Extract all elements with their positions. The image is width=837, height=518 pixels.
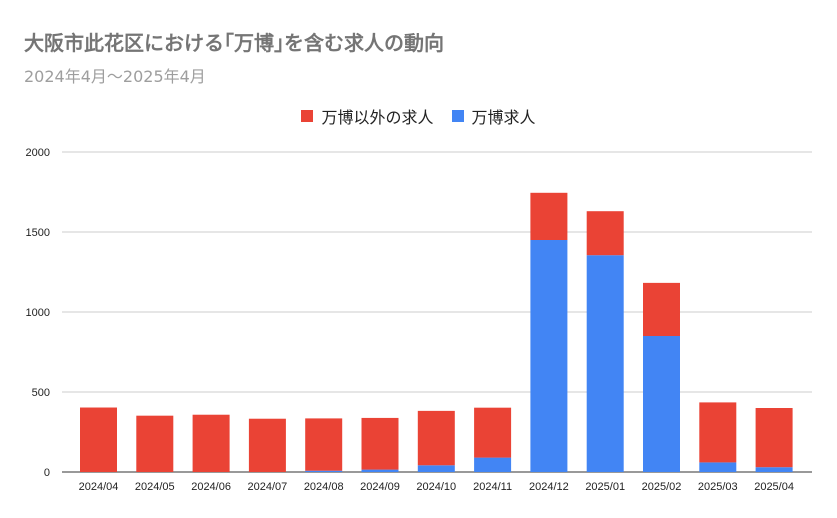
x-tick-label: 2024/09 bbox=[360, 481, 400, 493]
bar-expo bbox=[474, 457, 512, 472]
legend-item-other: 万博以外の求人 bbox=[301, 104, 434, 128]
legend: 万博以外の求人 万博求人 bbox=[0, 104, 837, 128]
x-tick-label: 2024/10 bbox=[416, 481, 456, 493]
bar-other bbox=[755, 408, 793, 468]
bar-other bbox=[80, 407, 117, 472]
bar-other bbox=[136, 415, 174, 472]
y-tick-label: 2000 bbox=[26, 147, 50, 159]
bar-expo bbox=[699, 462, 737, 472]
bars bbox=[80, 192, 793, 472]
y-tick-label: 1500 bbox=[26, 227, 50, 239]
y-axis: 0 500 1000 1500 2000 bbox=[26, 147, 50, 479]
bar-other bbox=[530, 192, 568, 240]
bar-expo bbox=[361, 469, 399, 472]
bar-expo bbox=[530, 240, 568, 472]
x-tick-label: 2025/04 bbox=[754, 481, 794, 493]
y-tick-label: 500 bbox=[32, 387, 50, 399]
x-tick-label: 2024/11 bbox=[473, 481, 512, 493]
bar-other bbox=[699, 402, 737, 463]
bar-other bbox=[248, 418, 286, 472]
y-tick-label: 0 bbox=[44, 467, 50, 479]
bar-other bbox=[192, 414, 230, 472]
x-axis: 2024/04 2024/05 2024/06 2024/07 2024/08 2024/… bbox=[79, 481, 794, 493]
x-tick-label: 2025/01 bbox=[585, 481, 625, 493]
chart-title: 大阪市此花区における｢万博｣を含む求人の動向 bbox=[24, 31, 444, 55]
x-tick-label: 2024/05 bbox=[135, 481, 175, 493]
x-tick-label: 2025/02 bbox=[642, 481, 682, 493]
legend-label-other: 万博以外の求人 bbox=[321, 108, 434, 127]
x-tick-label: 2024/12 bbox=[529, 481, 569, 493]
x-tick-label: 2024/07 bbox=[248, 481, 288, 493]
x-tick-label: 2024/08 bbox=[304, 481, 344, 493]
bar-other bbox=[474, 407, 512, 458]
chart-subtitle: 2024年4月～2025年4月 bbox=[24, 67, 206, 86]
x-tick-label: 2024/06 bbox=[191, 481, 231, 493]
bar-expo bbox=[417, 465, 455, 472]
bar-expo bbox=[755, 467, 793, 472]
legend-swatch-expo bbox=[451, 110, 464, 122]
bar-other bbox=[305, 418, 343, 471]
legend-item-expo: 万博求人 bbox=[451, 104, 536, 128]
bar-other bbox=[417, 410, 455, 466]
x-tick-label: 2025/03 bbox=[698, 481, 738, 493]
y-tick-label: 1000 bbox=[26, 307, 50, 319]
legend-label-expo: 万博求人 bbox=[471, 108, 536, 127]
bar-other bbox=[643, 282, 680, 336]
legend-swatch-other bbox=[301, 110, 314, 122]
x-tick-label: 2024/04 bbox=[79, 481, 119, 493]
bar-other bbox=[361, 417, 399, 470]
bar-other bbox=[586, 211, 624, 256]
bar-expo bbox=[643, 336, 680, 472]
bar-expo bbox=[305, 470, 343, 472]
bar-expo bbox=[586, 255, 624, 472]
